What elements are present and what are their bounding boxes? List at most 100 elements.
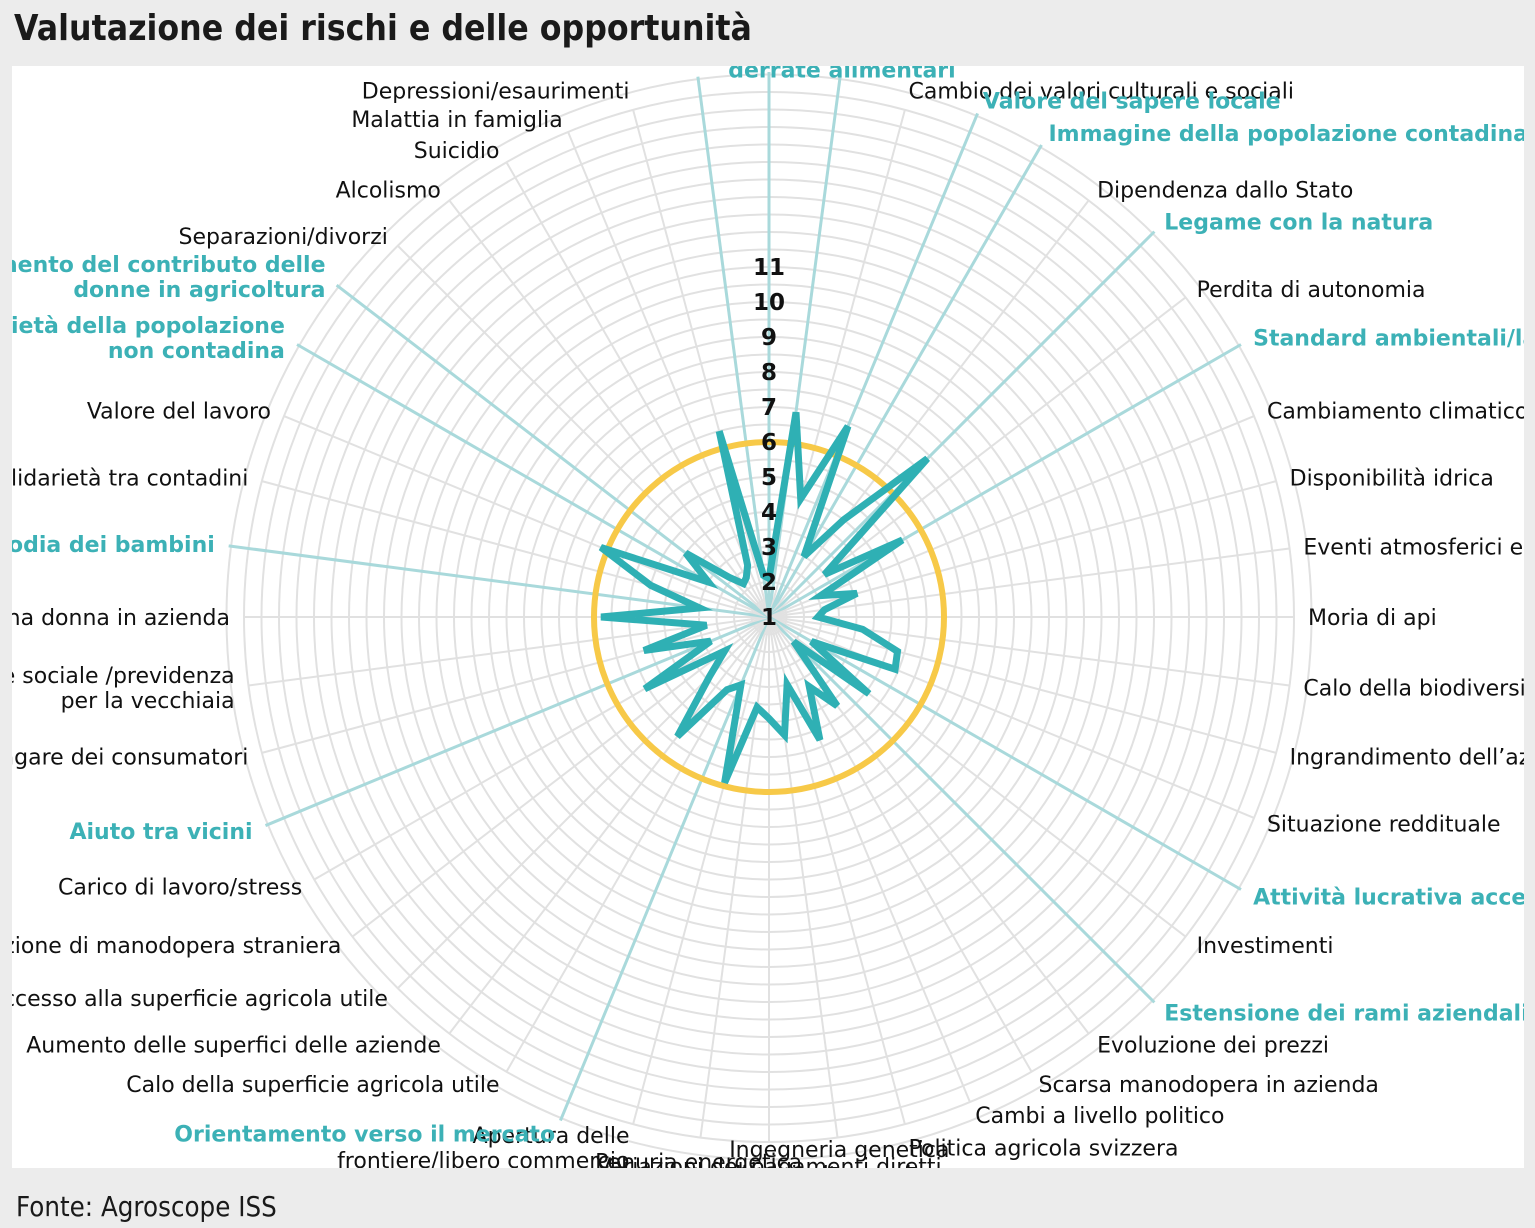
opportunity-spoke	[296, 343, 770, 619]
opportunity-spoke	[264, 615, 770, 827]
risk-spoke	[283, 415, 770, 618]
risk-spoke	[448, 616, 770, 1035]
risk-spoke	[248, 616, 770, 687]
risk-label: Accesso alla superficie agricola utile	[12, 987, 388, 1012]
tick-label: 5	[761, 465, 777, 491]
opportunity-label: Valore del sapere locale	[983, 90, 1281, 115]
tick-label: 1	[761, 605, 777, 631]
risk-label: Evoluzione dei prezzi	[1097, 1034, 1329, 1059]
risk-label: Cambio dei valori culturali e sociali	[909, 79, 1294, 104]
opportunity-label: Riconoscimento del contributo delledonne…	[12, 253, 326, 303]
risk-label: Alcolismo	[336, 178, 441, 203]
risk-spoke	[261, 616, 770, 754]
opportunity-spoke	[767, 615, 1156, 1004]
tick-label: 7	[761, 395, 777, 421]
tick-label: 10	[753, 290, 785, 316]
opportunity-label: Attività lucrativa accessoria	[1253, 886, 1524, 911]
risk-label: Ingegneria geneticanell’agricoltura sviz…	[708, 1138, 971, 1168]
tick-label: 8	[761, 360, 777, 386]
risk-spoke	[768, 547, 1290, 618]
chart-panel: 1 2 3 4 5 6 7 8 9 10 11 TradizioniValore sociale d…	[12, 66, 1524, 1168]
risk-label: Cambi a livello politico	[975, 1104, 1224, 1129]
opportunity-label: Orientamento verso il mercato	[174, 1122, 555, 1147]
opportunity-label: Legame con la natura	[1164, 211, 1433, 236]
risk-label: Separazioni/divorzi	[179, 225, 388, 250]
risk-spoke	[567, 131, 770, 618]
risk-label: Scarsa manodopera in azienda	[1039, 1073, 1379, 1098]
risk-label: Situazione reddituale	[1267, 812, 1501, 837]
source-note: Fonte: Agroscope ISS	[16, 1190, 277, 1223]
risk-label: Nessuna assicurazione sociale /previdenz…	[12, 664, 235, 714]
risk-label: Eventi atmosferici estremi	[1303, 536, 1524, 561]
risk-spoke	[351, 616, 770, 938]
risk-spoke	[699, 616, 770, 1138]
risk-label: Investimenti	[1197, 934, 1334, 959]
opportunity-spoke	[228, 544, 770, 619]
risk-spoke	[768, 616, 1255, 819]
opportunity-label: Immagine della popolazione contadina	[1049, 122, 1525, 147]
risk-spoke	[397, 245, 770, 618]
risk-spoke	[448, 199, 770, 618]
series-group	[598, 411, 931, 785]
opportunity-spoke	[767, 112, 979, 618]
radar-chart: 1 2 3 4 5 6 7 8 9 10 11 TradizioniValore sociale d…	[12, 66, 1524, 1168]
opportunity-spoke	[767, 144, 1043, 618]
opportunity-spoke	[768, 343, 1242, 619]
page-title: Valutazione dei rischi e delle opportuni…	[14, 8, 752, 49]
tick-label: 11	[753, 255, 785, 281]
risk-spoke	[313, 616, 770, 881]
risk-label: Disponibilità a pagare dei consumatori	[12, 746, 248, 771]
risk-label: Calo della superficie agricola utile	[126, 1073, 499, 1098]
risk-label: Disponibilità idrica	[1290, 466, 1494, 491]
tick-label: 9	[761, 325, 777, 351]
risk-spoke	[768, 199, 1090, 618]
tick-labels: 1 2 3 4 5 6 7 8 9 10 11	[753, 255, 785, 631]
category-labels: TradizioniValore sociale dellederrate al…	[12, 66, 1524, 1168]
risk-spoke	[632, 616, 770, 1125]
risk-label: Calo della biodiversità	[1303, 676, 1524, 701]
risk-spoke	[505, 161, 770, 618]
risk-label: Nessuna solidarietà tra contadini	[12, 466, 248, 491]
risk-label: Malattia in famiglia	[351, 108, 562, 133]
opportunity-label: Aiuto tra vicini	[69, 820, 252, 845]
risk-spoke	[768, 109, 906, 618]
risk-label: Moria di api	[1308, 606, 1437, 631]
risk-label: Cambiamento climatico	[1267, 400, 1524, 425]
opportunity-spoke	[767, 230, 1156, 619]
risk-label: Depressioni/esaurimenti	[362, 79, 630, 104]
risk-label: Ingrandimento dell’azienda	[1290, 746, 1524, 771]
risk-spoke	[632, 109, 770, 618]
risk-spoke	[768, 616, 839, 1138]
risk-label: Nessuna donna in azienda	[12, 606, 230, 631]
risk-spoke	[261, 480, 770, 618]
grid-spokes	[228, 72, 1294, 1142]
risk-label: Perdita di autonomia	[1197, 278, 1426, 303]
risk-label: Penuria energetica	[595, 1150, 802, 1168]
risk-spoke	[768, 415, 1255, 618]
opportunity-label: Turismo	[647, 66, 745, 71]
risk-label: Politica agricola svizzera	[909, 1137, 1179, 1162]
reference-group	[591, 439, 947, 795]
risk-label: Immigrazione di manodopera straniera	[12, 934, 341, 959]
tick-label: 2	[761, 570, 777, 596]
risk-label: Variazioni dei pagamenti diretti	[596, 1155, 941, 1168]
risk-spoke	[768, 616, 906, 1125]
risk-label: Dipendenza dallo Stato	[1097, 178, 1353, 203]
opportunity-label: Valore sociale dellederrate alimentari	[721, 66, 962, 83]
risk-label: Valore del lavoro	[87, 400, 271, 425]
opportunity-label: Custodia dei bambini	[12, 533, 215, 558]
risk-label: Aumento delle superfici delle aziende	[26, 1034, 441, 1059]
tick-label: 3	[761, 535, 777, 561]
series-polygon	[598, 411, 931, 785]
opportunity-label: Estensione dei rami aziendali	[1164, 1001, 1524, 1026]
opportunity-spoke	[559, 616, 771, 1122]
risk-label: Apertura delle frontiere/libero commercio	[337, 1124, 629, 1168]
tick-label: 4	[761, 500, 777, 526]
opportunity-spoke	[696, 76, 771, 618]
opportunity-spoke	[768, 615, 1242, 891]
opportunity-label: Standard ambientali/label	[1253, 327, 1524, 352]
risk-spoke	[768, 616, 971, 1103]
risk-label: Suicidio	[414, 139, 500, 164]
risk-label: Carico di lavoro/stress	[58, 876, 302, 901]
